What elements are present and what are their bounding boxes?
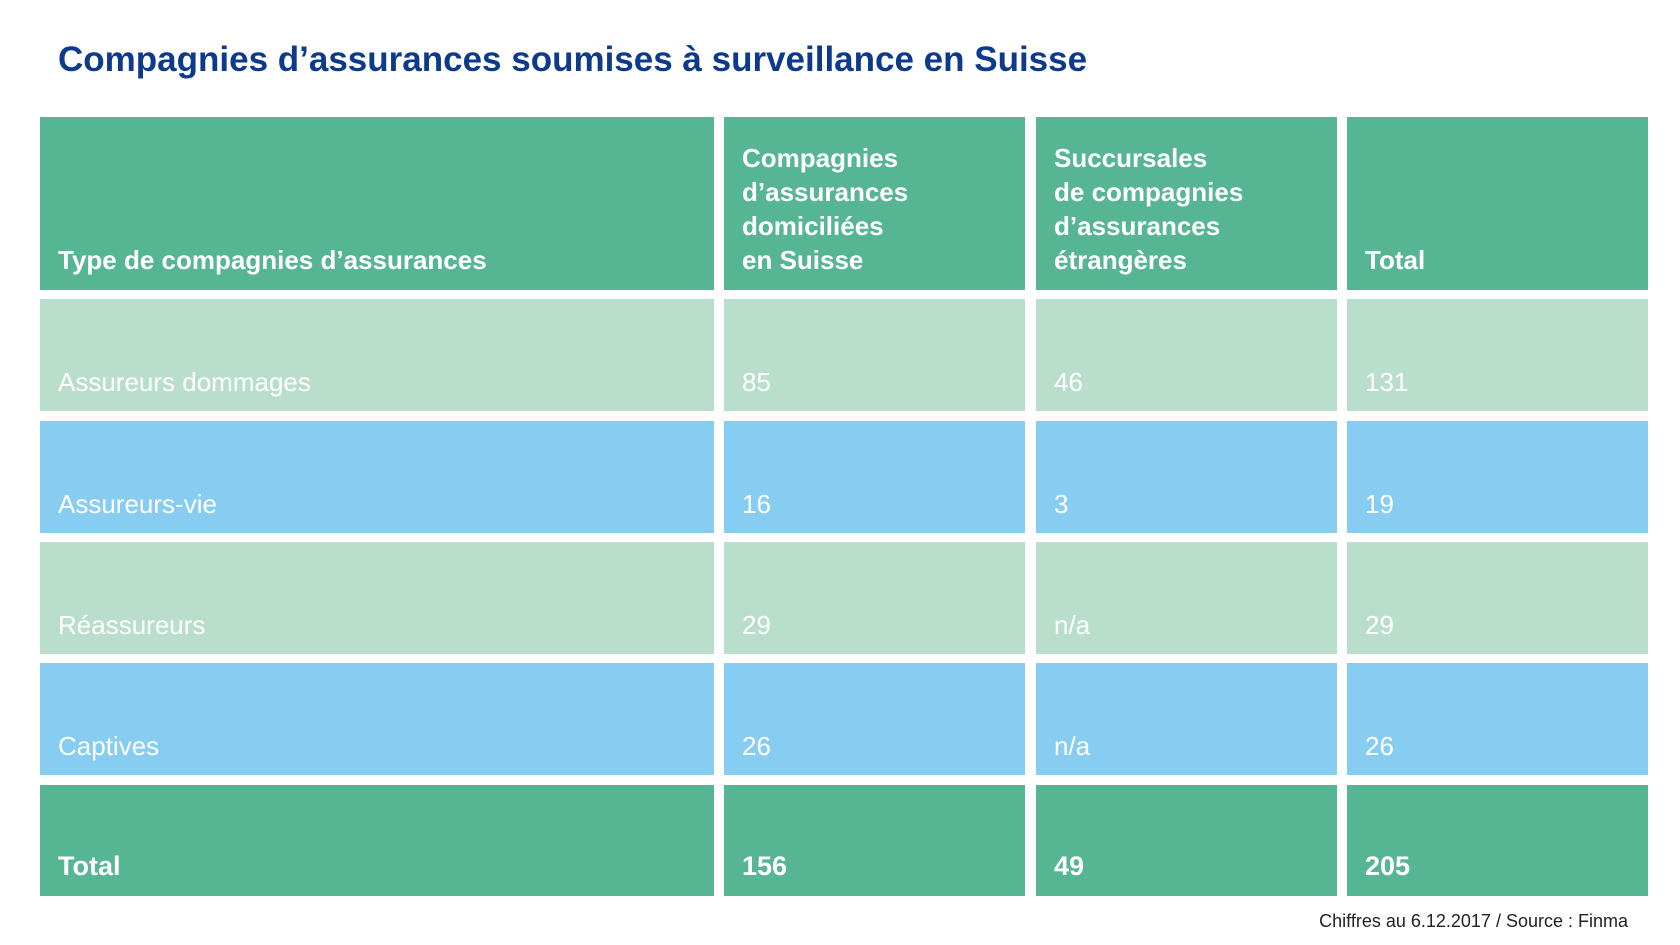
header-cell: Compagnies d’assurances domiciliées en S… [724,117,1025,290]
table-cell-text: 26 [1365,731,1394,761]
table-cell: Assureurs-vie [40,421,714,533]
total-cell: 205 [1347,785,1648,896]
table-cell-text: Assureurs dommages [58,367,311,397]
total-cell-text: 49 [1054,851,1085,881]
table-cell: n/a [1036,542,1337,654]
table-cell-text: 29 [742,610,771,640]
total-cell: 156 [724,785,1025,896]
table-cell: 26 [1347,663,1648,775]
total-cell-text: 205 [1365,851,1411,881]
header-cell-text: Succursales de compagnies d’assurances é… [1054,143,1244,275]
table-cell-text: 46 [1054,367,1083,397]
table-cell-text: n/a [1054,731,1091,761]
source-note: Chiffres au 6.12.2017 / Source : Finma [1319,911,1628,931]
table-cell: 85 [724,299,1025,411]
table-cell: 46 [1036,299,1337,411]
table-cell: 16 [724,421,1025,533]
total-cell: Total [40,785,714,896]
header-cell: Type de compagnies d’assurances [40,117,714,290]
table-cell-text: 29 [1365,610,1394,640]
table-cell: n/a [1036,663,1337,775]
table-cell: 131 [1347,299,1648,411]
header-cell: Succursales de compagnies d’assurances é… [1036,117,1337,290]
table-cell-text: 131 [1365,367,1409,397]
table-cell: 19 [1347,421,1648,533]
table-cell-text: 3 [1054,489,1069,519]
table-cell-text: n/a [1054,610,1091,640]
table-cell-text: 19 [1365,489,1394,519]
total-cell-text: Total [58,851,121,881]
table-cell-text: Assureurs-vie [58,489,217,519]
table-cell: Captives [40,663,714,775]
table-cell: Assureurs dommages [40,299,714,411]
table-cell: 3 [1036,421,1337,533]
total-cell: 49 [1036,785,1337,896]
table-cell: 29 [724,542,1025,654]
table-cell-text: 26 [742,731,771,761]
table-cell-text: 16 [742,489,771,519]
header-cell-text: Type de compagnies d’assurances [58,245,487,275]
table-cell-text: Réassureurs [58,610,206,640]
table-cell: Réassureurs [40,542,714,654]
header-cell-text: Compagnies d’assurances domiciliées en S… [742,143,909,275]
table-cell-text: 85 [742,367,771,397]
total-cell-text: 156 [742,851,788,881]
table-cell: 29 [1347,542,1648,654]
table-cell: 26 [724,663,1025,775]
chart-title: Compagnies d’assurances soumises à surve… [58,40,1088,79]
table-cell-text: Captives [58,731,160,761]
header-cell: Total [1347,117,1648,290]
header-cell-text: Total [1365,245,1426,275]
